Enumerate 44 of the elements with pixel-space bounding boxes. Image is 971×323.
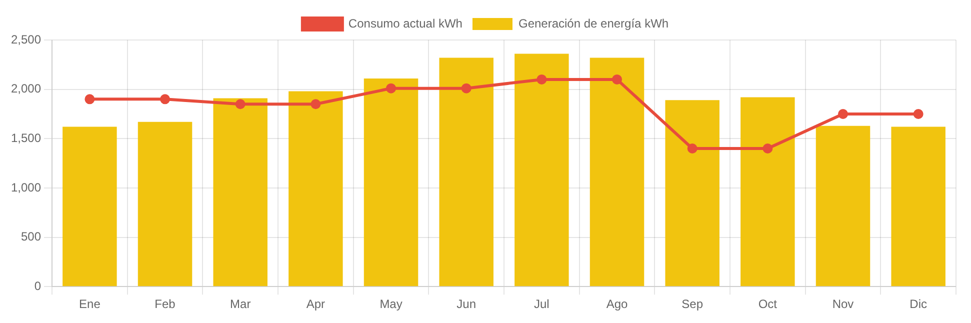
y-tick-label: 500 xyxy=(21,230,42,244)
x-tick-label: Jul xyxy=(534,297,550,312)
point xyxy=(386,83,396,94)
bar xyxy=(62,126,117,286)
point xyxy=(838,108,848,119)
legend-label: Consumo actual kWh xyxy=(348,16,462,30)
bar xyxy=(364,78,418,286)
y-tick-label: 1,000 xyxy=(11,180,42,194)
point xyxy=(84,94,95,104)
x-tick-label: Feb xyxy=(154,297,176,312)
bar xyxy=(439,58,494,286)
x-tick-label: Ene xyxy=(79,297,101,312)
point xyxy=(762,144,773,154)
x-tick-label: Dic xyxy=(910,297,928,312)
point xyxy=(310,99,321,110)
x-tick-label: Mar xyxy=(230,297,251,312)
y-tick-label: 2,000 xyxy=(11,82,42,96)
x-tick-label: Jun xyxy=(456,297,476,312)
point xyxy=(536,74,547,84)
bar xyxy=(514,54,569,286)
point xyxy=(160,94,170,104)
point xyxy=(612,74,622,84)
x-tick-label: Nov xyxy=(832,297,854,312)
x-tick-label: Sep xyxy=(682,297,704,312)
bar xyxy=(816,126,870,286)
bar xyxy=(590,58,644,286)
legend-label: Generación de energía kWh xyxy=(518,16,669,30)
y-tick-label: 2,500 xyxy=(11,32,42,46)
point xyxy=(913,108,924,119)
y-tick-label: 0 xyxy=(34,278,42,293)
bar xyxy=(665,100,720,286)
bar xyxy=(213,98,268,286)
point xyxy=(235,99,246,110)
point xyxy=(461,83,472,94)
bar xyxy=(891,126,946,286)
y-tick-label: 1,500 xyxy=(11,130,42,145)
point xyxy=(687,144,698,154)
bar xyxy=(288,91,343,286)
x-tick-label: May xyxy=(380,297,402,312)
x-tick-label: Oct xyxy=(758,297,778,312)
x-tick-label: Apr xyxy=(306,297,326,312)
bar xyxy=(740,97,795,286)
x-tick-label: Ago xyxy=(606,297,628,312)
bar xyxy=(138,122,192,286)
